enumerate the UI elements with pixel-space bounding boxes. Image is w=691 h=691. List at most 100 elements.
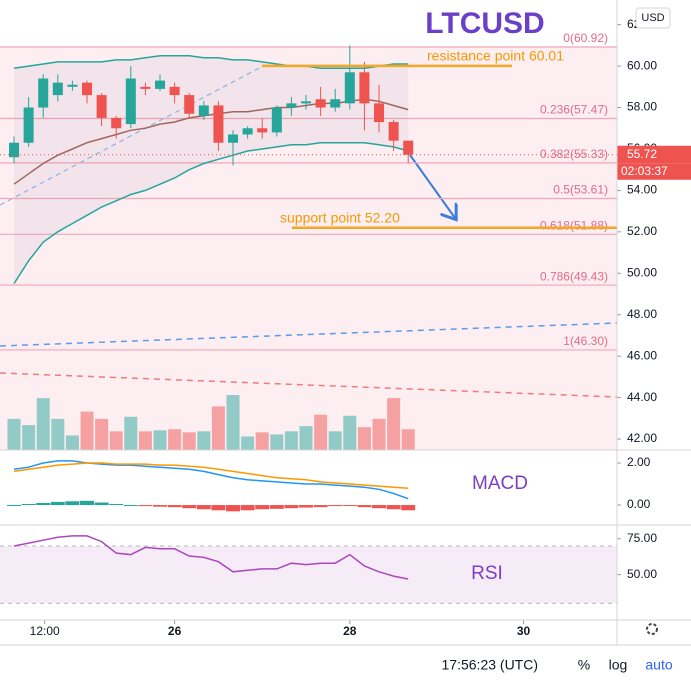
log-toggle[interactable]: log: [609, 657, 628, 673]
candle-body: [388, 122, 399, 141]
volume-bar: [270, 434, 284, 450]
volume-bar: [153, 430, 167, 450]
volume-bar: [168, 429, 182, 450]
percent-toggle[interactable]: %: [578, 657, 590, 673]
macd-histogram: [94, 502, 109, 506]
arrow: [409, 154, 455, 218]
candle-body: [52, 82, 63, 96]
macd-histogram: [50, 501, 65, 506]
candle-body: [38, 78, 49, 108]
pane-title: RSI: [471, 563, 503, 584]
macd-histogram: [255, 505, 270, 510]
volume-bar: [357, 427, 371, 450]
countdown: 02:03:37: [621, 164, 668, 178]
candle-body: [9, 142, 20, 158]
macd-histogram: [123, 505, 138, 507]
band-line: [13, 98, 409, 185]
macd-line: [13, 462, 409, 489]
band-fill: [14, 55, 409, 284]
currency: USD: [641, 12, 664, 24]
y-tick-label: 2.00: [627, 455, 651, 469]
y-tick-label: 52.00: [627, 224, 657, 238]
candle-body: [374, 103, 385, 123]
macd-line: [13, 460, 409, 500]
volume-bar: [36, 398, 50, 450]
last-price: 55.72: [627, 147, 657, 161]
candle-body: [23, 107, 34, 143]
chart-title: LTCUSD: [425, 7, 544, 40]
volume-bar: [226, 395, 240, 450]
trend-line: [0, 372, 618, 398]
volume-bar: [22, 425, 36, 450]
volume-bar: [299, 426, 313, 450]
y-tick-label: 75.00: [627, 531, 657, 545]
macd-histogram: [357, 505, 372, 508]
candle-body: [344, 72, 355, 104]
candle-body: [271, 107, 282, 133]
volume-bar: [109, 431, 123, 450]
volume-bar: [124, 416, 138, 450]
currency-box[interactable]: [635, 7, 671, 29]
clock: 17:56:23 (UTC): [442, 657, 538, 673]
fib-label: 0.618(51.88): [540, 218, 608, 232]
candle-body: [125, 78, 136, 125]
fib-label: 0.236(57.47): [540, 103, 608, 117]
candle-body: [359, 72, 370, 104]
y-tick-label: 44.00: [627, 390, 657, 404]
macd-histogram: [21, 503, 36, 506]
fib-label: 0(60.92): [563, 31, 608, 45]
candle-body: [301, 101, 312, 104]
band-line: [13, 54, 409, 69]
macd-histogram: [80, 500, 95, 506]
x-tick-label: 26: [168, 624, 182, 638]
candle-body: [82, 82, 93, 96]
y-tick-label: 58.00: [627, 100, 657, 114]
volume-bar: [197, 431, 211, 450]
macd-histogram: [372, 505, 387, 509]
macd-histogram: [182, 505, 197, 509]
volume-bar: [7, 418, 21, 450]
candle-body: [403, 140, 414, 155]
volume-bar: [343, 415, 357, 450]
macd-histogram: [328, 505, 343, 507]
y-tick-label: 54.00: [627, 183, 657, 197]
macd-histogram: [386, 505, 401, 510]
macd-histogram: [269, 505, 284, 509]
candle-body: [330, 99, 341, 108]
y-tick-label: 60.00: [627, 58, 657, 72]
y-tick-label: 50.00: [627, 567, 657, 581]
macd-histogram: [226, 505, 241, 512]
macd-histogram: [138, 505, 153, 507]
volume-bar: [314, 414, 328, 450]
macd-histogram: [36, 502, 51, 506]
volume-bar: [401, 429, 415, 450]
volume-bar: [138, 431, 152, 450]
pane-title: MACD: [472, 473, 528, 494]
volume-bar: [65, 435, 79, 450]
y-tick-label: 48.00: [627, 307, 657, 321]
auto-toggle[interactable]: auto: [645, 657, 672, 673]
x-tick-label: 12:00: [30, 624, 60, 638]
y-tick-label: 46.00: [627, 348, 657, 362]
macd-histogram: [7, 505, 22, 507]
y-tick-label: 0.00: [627, 497, 651, 511]
volume-bar: [241, 436, 255, 450]
macd-histogram: [153, 505, 168, 507]
last-price-box: [617, 145, 691, 164]
band-line: [13, 141, 409, 285]
y-tick-label: 42.00: [627, 431, 657, 445]
macd-histogram: [342, 505, 357, 507]
x-tick-label: 28: [343, 624, 357, 638]
settings-icon[interactable]: [646, 623, 658, 635]
macd-histogram: [240, 505, 255, 511]
macd-histogram: [167, 505, 182, 508]
macd-histogram: [401, 505, 416, 511]
candle-body: [286, 103, 297, 108]
candle-body: [315, 99, 326, 108]
fib-label: 0.382(55.33): [540, 147, 608, 161]
fib-label: 1(46.30): [563, 334, 608, 348]
volume-bar: [182, 432, 196, 450]
candle-body: [96, 95, 107, 118]
candle-body: [213, 105, 224, 143]
